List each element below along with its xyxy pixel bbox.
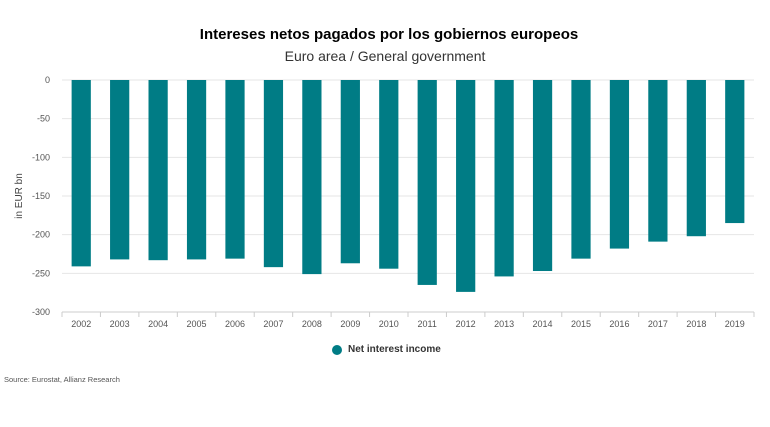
bar-2019: [725, 80, 745, 224]
bar-2012: [456, 80, 476, 292]
bar-2013: [494, 80, 514, 277]
x-tick-label: 2010: [379, 319, 399, 329]
y-tick-label: -50: [37, 114, 50, 124]
x-tick-label: 2004: [148, 319, 168, 329]
x-tick-label: 2006: [225, 319, 245, 329]
x-tick-label: 2012: [456, 319, 476, 329]
bar-2010: [379, 80, 399, 269]
x-tick-label: 2005: [187, 319, 207, 329]
x-tick-label: 2009: [340, 319, 360, 329]
legend-label: Net interest income: [348, 344, 441, 355]
x-tick-label: 2014: [533, 319, 553, 329]
x-tick-label: 2007: [263, 319, 283, 329]
legend-swatch: [332, 344, 342, 355]
bar-2002: [71, 80, 91, 267]
bar-2004: [148, 80, 168, 261]
bar-2006: [225, 80, 245, 259]
x-tick-label: 2003: [110, 319, 130, 329]
bar-2016: [609, 80, 630, 249]
y-tick-label: -100: [32, 152, 50, 162]
bar-2009: [340, 80, 360, 264]
x-tick-label: 2018: [686, 319, 706, 329]
x-tick-label: 2017: [648, 319, 668, 329]
x-tick-label: 2013: [494, 319, 514, 329]
bar-2014: [532, 80, 553, 272]
chart-title: Intereses netos pagados por los gobierno…: [199, 26, 579, 43]
x-tick-label: 2016: [609, 319, 629, 329]
bar-2007: [263, 80, 284, 268]
bar-2011: [417, 80, 437, 285]
x-tick-label: 2002: [71, 319, 91, 329]
y-tick-label: -300: [32, 307, 50, 317]
source-note: Source: Eurostat, Allianz Research: [4, 375, 120, 384]
x-tick-label: 2015: [571, 319, 591, 329]
y-tick-label: -150: [32, 191, 50, 201]
x-tick-label: 2008: [302, 319, 322, 329]
x-tick-label: 2019: [725, 319, 745, 329]
bar-2003: [110, 80, 130, 260]
bar-2015: [571, 80, 591, 259]
bar-2018: [686, 80, 706, 237]
x-tick-label: 2011: [418, 319, 437, 329]
y-tick-label: -250: [32, 268, 50, 278]
bar-2017: [648, 80, 668, 242]
y-axis-label: in EUR bn: [14, 173, 25, 219]
chart-subtitle: Euro area / General government: [284, 48, 486, 64]
y-tick-label: -200: [32, 230, 50, 240]
y-tick-label: 0: [45, 75, 50, 85]
bar-2008: [302, 80, 322, 275]
legend: Net interest income: [332, 344, 441, 355]
bar-2005: [186, 80, 207, 260]
